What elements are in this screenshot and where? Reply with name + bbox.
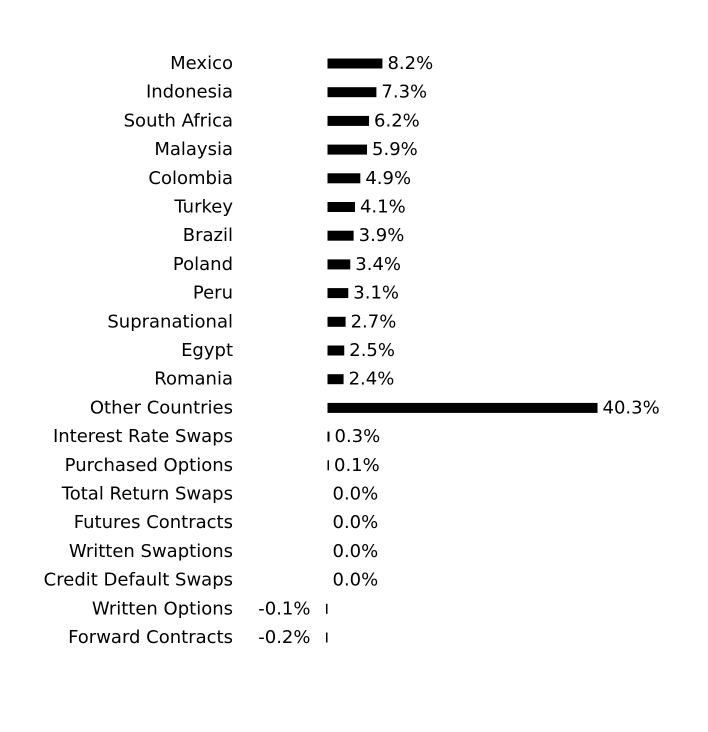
- value-labels: 8.2% 7.3% 6.2% 5.9% 4.9% 4.1% 3.9% 3.4% 3.1% 2.7%…: [258, 53, 659, 648]
- category-label-other-countries: Other Countries: [90, 397, 233, 418]
- category-label-total-return-swaps: Total Return Swaps: [61, 484, 233, 505]
- bar-colombia: [327, 173, 361, 184]
- bar-written-options: [326, 603, 328, 614]
- category-label-credit-default-swaps: Credit Default Swaps: [44, 570, 233, 591]
- value-label-forward-contracts: -0.2%: [258, 627, 310, 648]
- value-label-interest-rate-swaps: 0.3%: [335, 426, 381, 447]
- category-label-interest-rate-swaps: Interest Rate Swaps: [53, 426, 233, 447]
- bar-supranational: [327, 316, 346, 327]
- category-label-peru: Peru: [193, 283, 233, 304]
- bar-turkey: [327, 202, 355, 212]
- value-label-peru: 3.1%: [353, 283, 399, 304]
- value-label-malaysia: 5.9%: [372, 139, 418, 160]
- category-label-romania: Romania: [154, 369, 233, 390]
- category-label-south-africa: South Africa: [124, 110, 233, 131]
- category-labels: Mexico Indonesia South Africa Malaysia Colom…: [44, 53, 234, 648]
- category-label-brazil: Brazil: [183, 225, 233, 246]
- bar-interest-rate-swaps: [327, 431, 330, 442]
- category-label-forward-contracts: Forward Contracts: [68, 627, 233, 648]
- value-label-futures-contracts: 0.0%: [333, 512, 379, 533]
- bar-malaysia: [327, 144, 368, 155]
- category-label-poland: Poland: [173, 254, 233, 275]
- bar-poland: [327, 259, 351, 270]
- value-label-poland: 3.4%: [355, 254, 401, 275]
- bars: [326, 58, 598, 643]
- value-label-written-swaptions: 0.0%: [333, 541, 379, 562]
- bar-other-countries: [327, 402, 598, 413]
- bar-egypt: [327, 345, 345, 356]
- bar-forward-contracts: [326, 632, 328, 643]
- value-label-turkey: 4.1%: [360, 197, 406, 218]
- value-label-credit-default-swaps: 0.0%: [333, 570, 379, 591]
- value-label-brazil: 3.9%: [359, 225, 405, 246]
- value-label-supranational: 2.7%: [351, 311, 397, 332]
- category-label-futures-contracts: Futures Contracts: [74, 512, 233, 533]
- category-label-egypt: Egypt: [181, 340, 233, 361]
- category-label-turkey: Turkey: [173, 197, 233, 218]
- value-label-purchased-options: 0.1%: [334, 455, 380, 476]
- bar-romania: [327, 374, 344, 385]
- bar-south-africa: [327, 115, 370, 126]
- value-label-romania: 2.4%: [349, 369, 395, 390]
- value-label-total-return-swaps: 0.0%: [333, 484, 379, 505]
- value-label-other-countries: 40.3%: [603, 397, 660, 418]
- category-label-supranational: Supranational: [107, 311, 233, 332]
- category-label-indonesia: Indonesia: [146, 82, 233, 103]
- value-label-written-options: -0.1%: [258, 598, 310, 619]
- value-label-colombia: 4.9%: [365, 168, 411, 189]
- value-label-indonesia: 7.3%: [381, 82, 427, 103]
- bar-peru: [327, 288, 349, 299]
- category-label-mexico: Mexico: [170, 53, 233, 74]
- category-label-purchased-options: Purchased Options: [65, 455, 233, 476]
- bar-purchased-options: [327, 460, 329, 471]
- bar-brazil: [327, 230, 354, 241]
- value-label-egypt: 2.5%: [349, 340, 395, 361]
- bar-mexico: [327, 58, 383, 69]
- bar-indonesia: [327, 87, 377, 98]
- value-label-south-africa: 6.2%: [374, 110, 420, 131]
- value-label-mexico: 8.2%: [387, 53, 433, 74]
- category-label-written-options: Written Options: [92, 598, 233, 619]
- category-label-colombia: Colombia: [148, 168, 233, 189]
- category-label-malaysia: Malaysia: [154, 139, 233, 160]
- category-label-written-swaptions: Written Swaptions: [69, 541, 233, 562]
